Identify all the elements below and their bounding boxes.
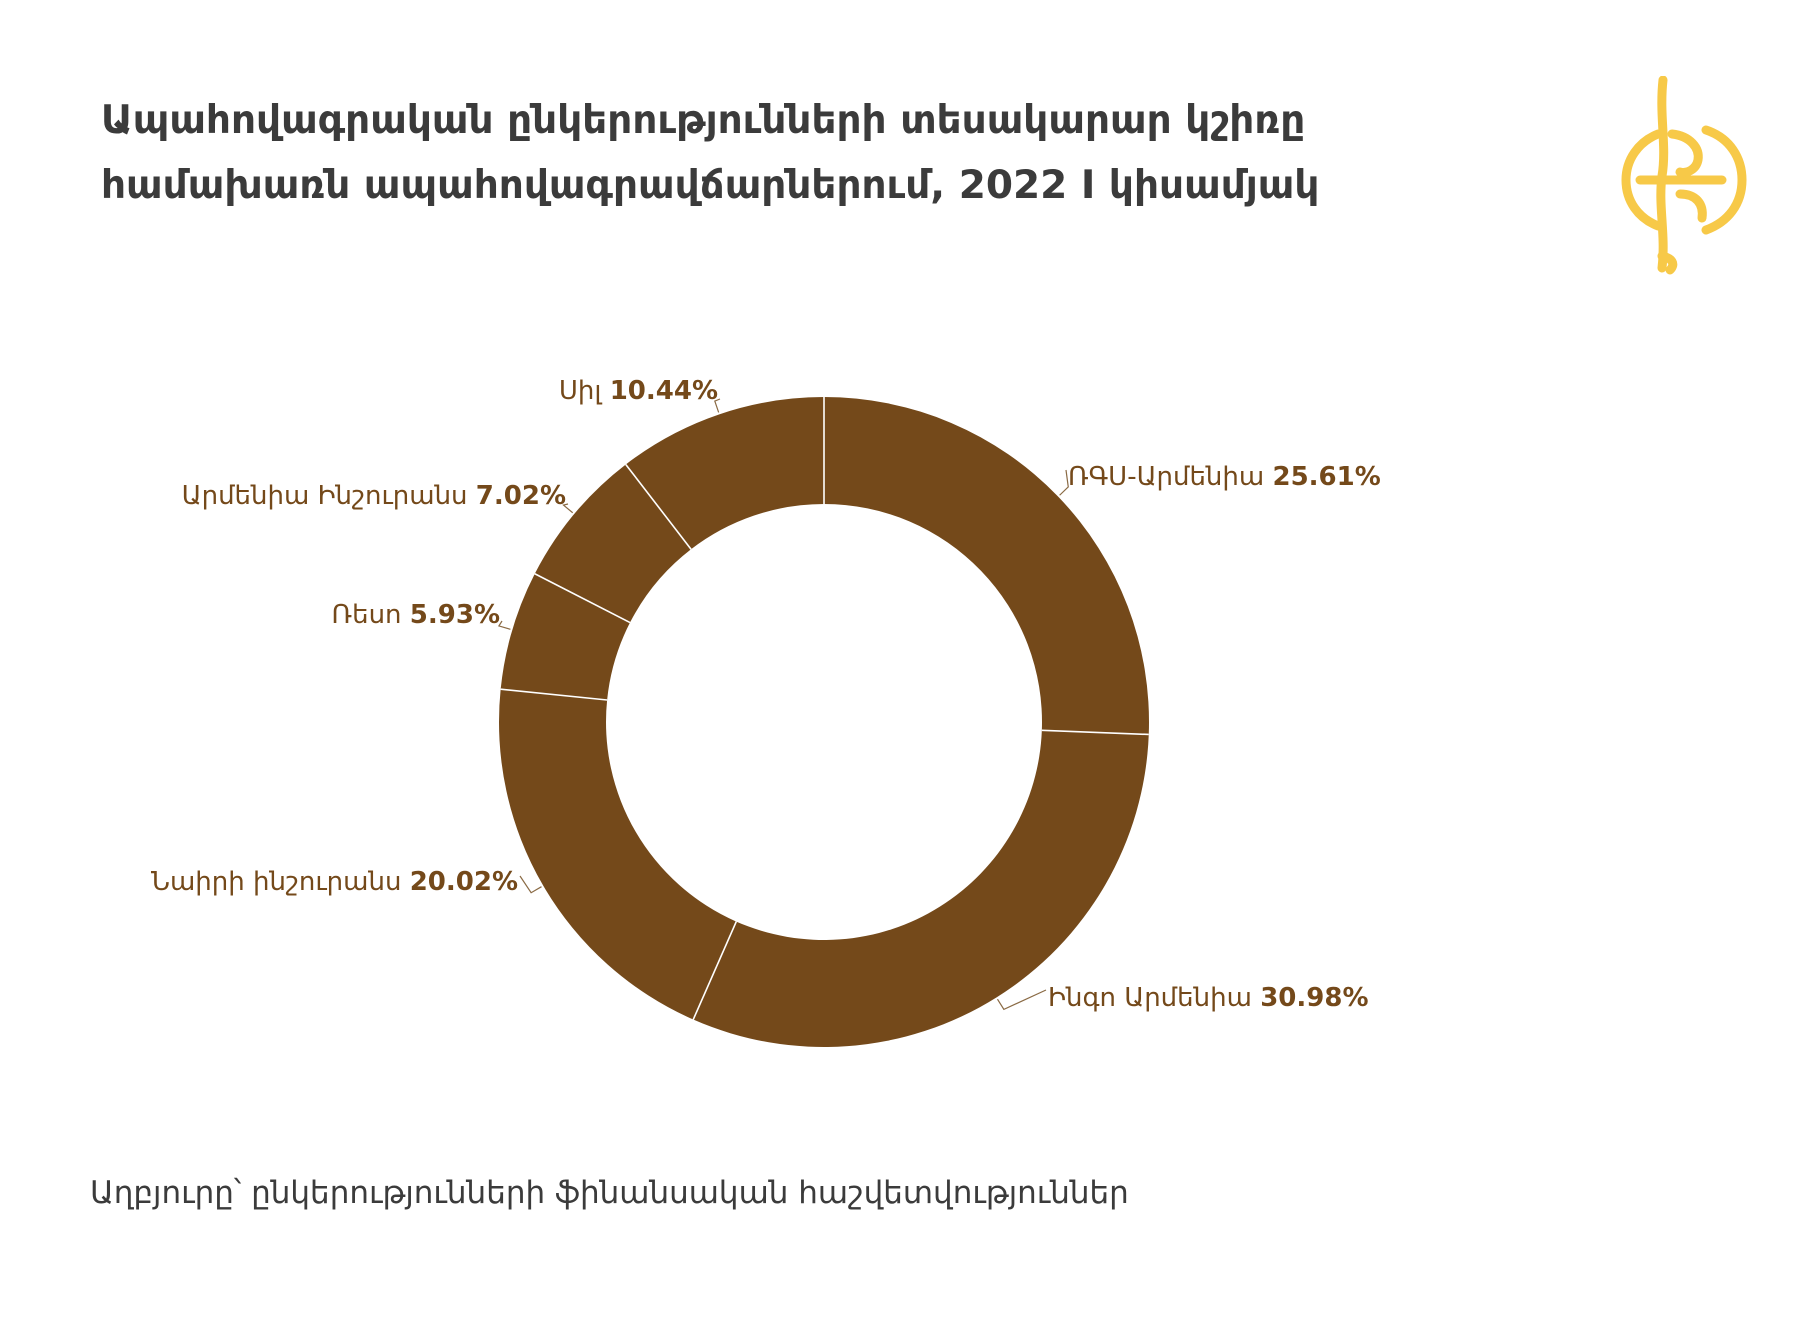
- slice-label-name: Նաիրի ինշուրանս: [151, 867, 410, 897]
- slice-label: Ինգո Արմենիա 30.98%: [1048, 983, 1369, 1013]
- slice-label: Նաիրի ինշուրանս 20.02%: [151, 867, 518, 897]
- label-leader-line: [562, 503, 574, 514]
- slice-label-name: Սիլ: [559, 376, 610, 406]
- slice-label: Ռեսո 5.93%: [332, 600, 500, 630]
- label-leader-line: [714, 398, 721, 413]
- label-leader-line: [497, 620, 511, 630]
- label-leader-line: [519, 875, 542, 894]
- slice-label: ՌԳՍ-Արմենիա 25.61%: [1068, 462, 1381, 492]
- donut-slice: [500, 573, 631, 700]
- label-leaders: [497, 398, 1069, 1011]
- slice-label-value: 10.44%: [610, 376, 718, 406]
- slice-separator: [625, 463, 692, 550]
- slice-label-name: Ռեսո: [332, 600, 410, 630]
- slice-label-value: 7.02%: [476, 481, 566, 511]
- donut-slice: [693, 730, 1149, 1047]
- chart-title: Ապահովագրական ընկերությունների տեսակարար…: [101, 88, 1581, 218]
- slice-label: Արմենիա Ինշուրանս 7.02%: [182, 481, 566, 511]
- slice-label-value: 20.02%: [410, 867, 518, 897]
- donut-slices: [499, 397, 1149, 1047]
- label-leader-line: [996, 989, 1047, 1011]
- donut-slice: [824, 397, 1149, 735]
- slice-label-name: Արմենիա Ինշուրանս: [182, 481, 476, 511]
- slice-label-value: 30.98%: [1260, 983, 1368, 1013]
- slice-separators: [500, 397, 1149, 1020]
- slice-separator: [500, 688, 608, 701]
- slice-label-value: 25.61%: [1272, 462, 1380, 492]
- label-leader-line: [1059, 469, 1069, 496]
- slice-separator: [1041, 729, 1149, 736]
- slice-label-name: Ինգո Արմենիա: [1048, 983, 1260, 1013]
- donut-slice: [534, 464, 692, 623]
- slice-label: Սիլ 10.44%: [559, 376, 718, 406]
- chart-title-line-1: Ապահովագրական ընկերությունների տեսակարար…: [101, 98, 1306, 143]
- slice-separator: [692, 921, 738, 1020]
- slice-label-value: 5.93%: [410, 600, 500, 630]
- source-note: Աղբյուրը՝ ընկերությունների ֆինանսական հա…: [90, 1175, 1129, 1211]
- slice-separator: [534, 573, 631, 624]
- chart-title-line-2: համախառն ապահովագրավճարներում, 2022 I կի…: [101, 163, 1320, 208]
- slice-label-name: ՌԳՍ-Արմենիա: [1068, 462, 1272, 492]
- slice-labels: ՌԳՍ-Արմենիա 25.61% Ինգո Արմենիա 30.98% Նաի…: [151, 376, 1381, 1013]
- globe-keyhole-logo-icon: [1621, 76, 1747, 275]
- donut-slice: [625, 397, 824, 550]
- donut-slice: [499, 689, 737, 1020]
